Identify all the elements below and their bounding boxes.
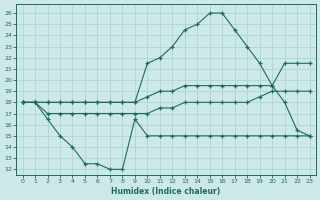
X-axis label: Humidex (Indice chaleur): Humidex (Indice chaleur) xyxy=(111,187,221,196)
